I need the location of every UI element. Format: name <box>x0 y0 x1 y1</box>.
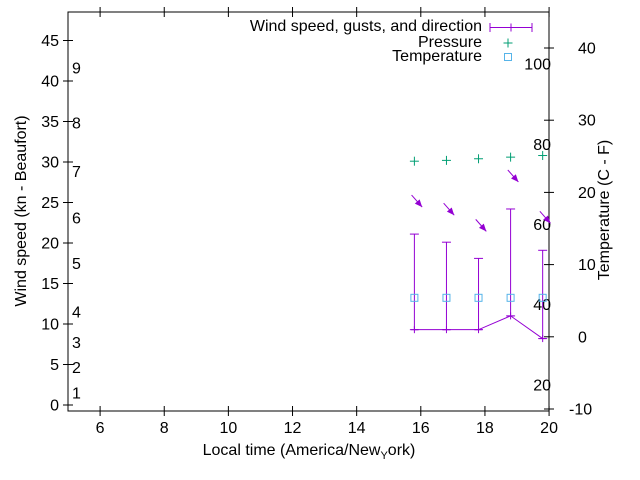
svg-text:3: 3 <box>72 335 81 352</box>
svg-text:20: 20 <box>533 377 551 394</box>
svg-text:10: 10 <box>578 257 596 274</box>
svg-text:8: 8 <box>72 116 81 133</box>
x-axis-ticks <box>99 7 550 416</box>
svg-text:45: 45 <box>41 33 59 50</box>
svg-text:0: 0 <box>50 398 59 415</box>
temp-c-tick-labels: -10 0 10 20 30 40 <box>569 41 596 419</box>
svg-text:30: 30 <box>578 113 596 130</box>
x-tick-labels: 6 8 10 12 14 16 18 20 <box>96 420 558 437</box>
svg-text:15: 15 <box>41 276 59 293</box>
svg-text:7: 7 <box>72 164 81 181</box>
svg-text:18: 18 <box>476 420 494 437</box>
svg-text:25: 25 <box>41 195 59 212</box>
wind-direction-arrows <box>411 169 551 232</box>
x-axis-label-prefix: Local time (America/New <box>202 442 381 459</box>
svg-text:20: 20 <box>41 236 59 253</box>
y-axis-label: Wind speed (kn - Beaufort) <box>13 115 30 307</box>
x-axis-label: Local time (America/NewYork) <box>109 443 509 464</box>
beaufort-labels: 1 2 3 4 5 6 7 8 9 <box>72 61 81 403</box>
svg-text:40: 40 <box>578 41 596 58</box>
legend-pressure-label: Pressure <box>417 34 482 51</box>
svg-text:5: 5 <box>72 256 81 273</box>
svg-text:6: 6 <box>96 420 105 437</box>
gust-error-bars <box>409 208 548 343</box>
legend-samples <box>489 23 533 61</box>
temp-axis-ticks <box>544 47 554 410</box>
x-axis-label-suffix: ork) <box>387 442 416 459</box>
temperature-points <box>410 293 547 302</box>
svg-text:10: 10 <box>41 317 59 334</box>
svg-text:8: 8 <box>160 420 169 437</box>
svg-text:2: 2 <box>72 360 81 377</box>
svg-text:16: 16 <box>412 420 430 437</box>
wind-tick-labels: 0 5 10 15 20 25 30 35 40 45 <box>41 33 59 415</box>
svg-text:20: 20 <box>540 420 558 437</box>
svg-text:40: 40 <box>533 297 551 314</box>
svg-text:5: 5 <box>50 357 59 374</box>
pressure-points <box>409 151 548 166</box>
svg-text:1: 1 <box>72 385 81 402</box>
wind-axis-ticks <box>63 40 73 406</box>
legend-temperature-label: Temperature <box>392 48 482 65</box>
svg-text:20: 20 <box>578 185 596 202</box>
svg-text:4: 4 <box>72 304 81 321</box>
x-axis-label-subscript: Y <box>380 450 388 463</box>
legend-wind-label: Wind speed, gusts, and direction <box>249 18 482 35</box>
y2-axis-label: Temperature (C - F) <box>596 139 613 281</box>
svg-text:0: 0 <box>578 329 587 346</box>
svg-text:12: 12 <box>284 420 302 437</box>
svg-text:6: 6 <box>72 210 81 227</box>
svg-text:14: 14 <box>348 420 366 437</box>
svg-text:-10: -10 <box>569 402 592 419</box>
svg-text:100: 100 <box>524 57 551 74</box>
svg-text:80: 80 <box>533 137 551 154</box>
svg-text:9: 9 <box>72 61 81 78</box>
svg-text:10: 10 <box>219 420 237 437</box>
plot-border <box>67 11 550 412</box>
svg-text:30: 30 <box>41 155 59 172</box>
svg-text:40: 40 <box>41 74 59 91</box>
svg-text:35: 35 <box>41 114 59 131</box>
